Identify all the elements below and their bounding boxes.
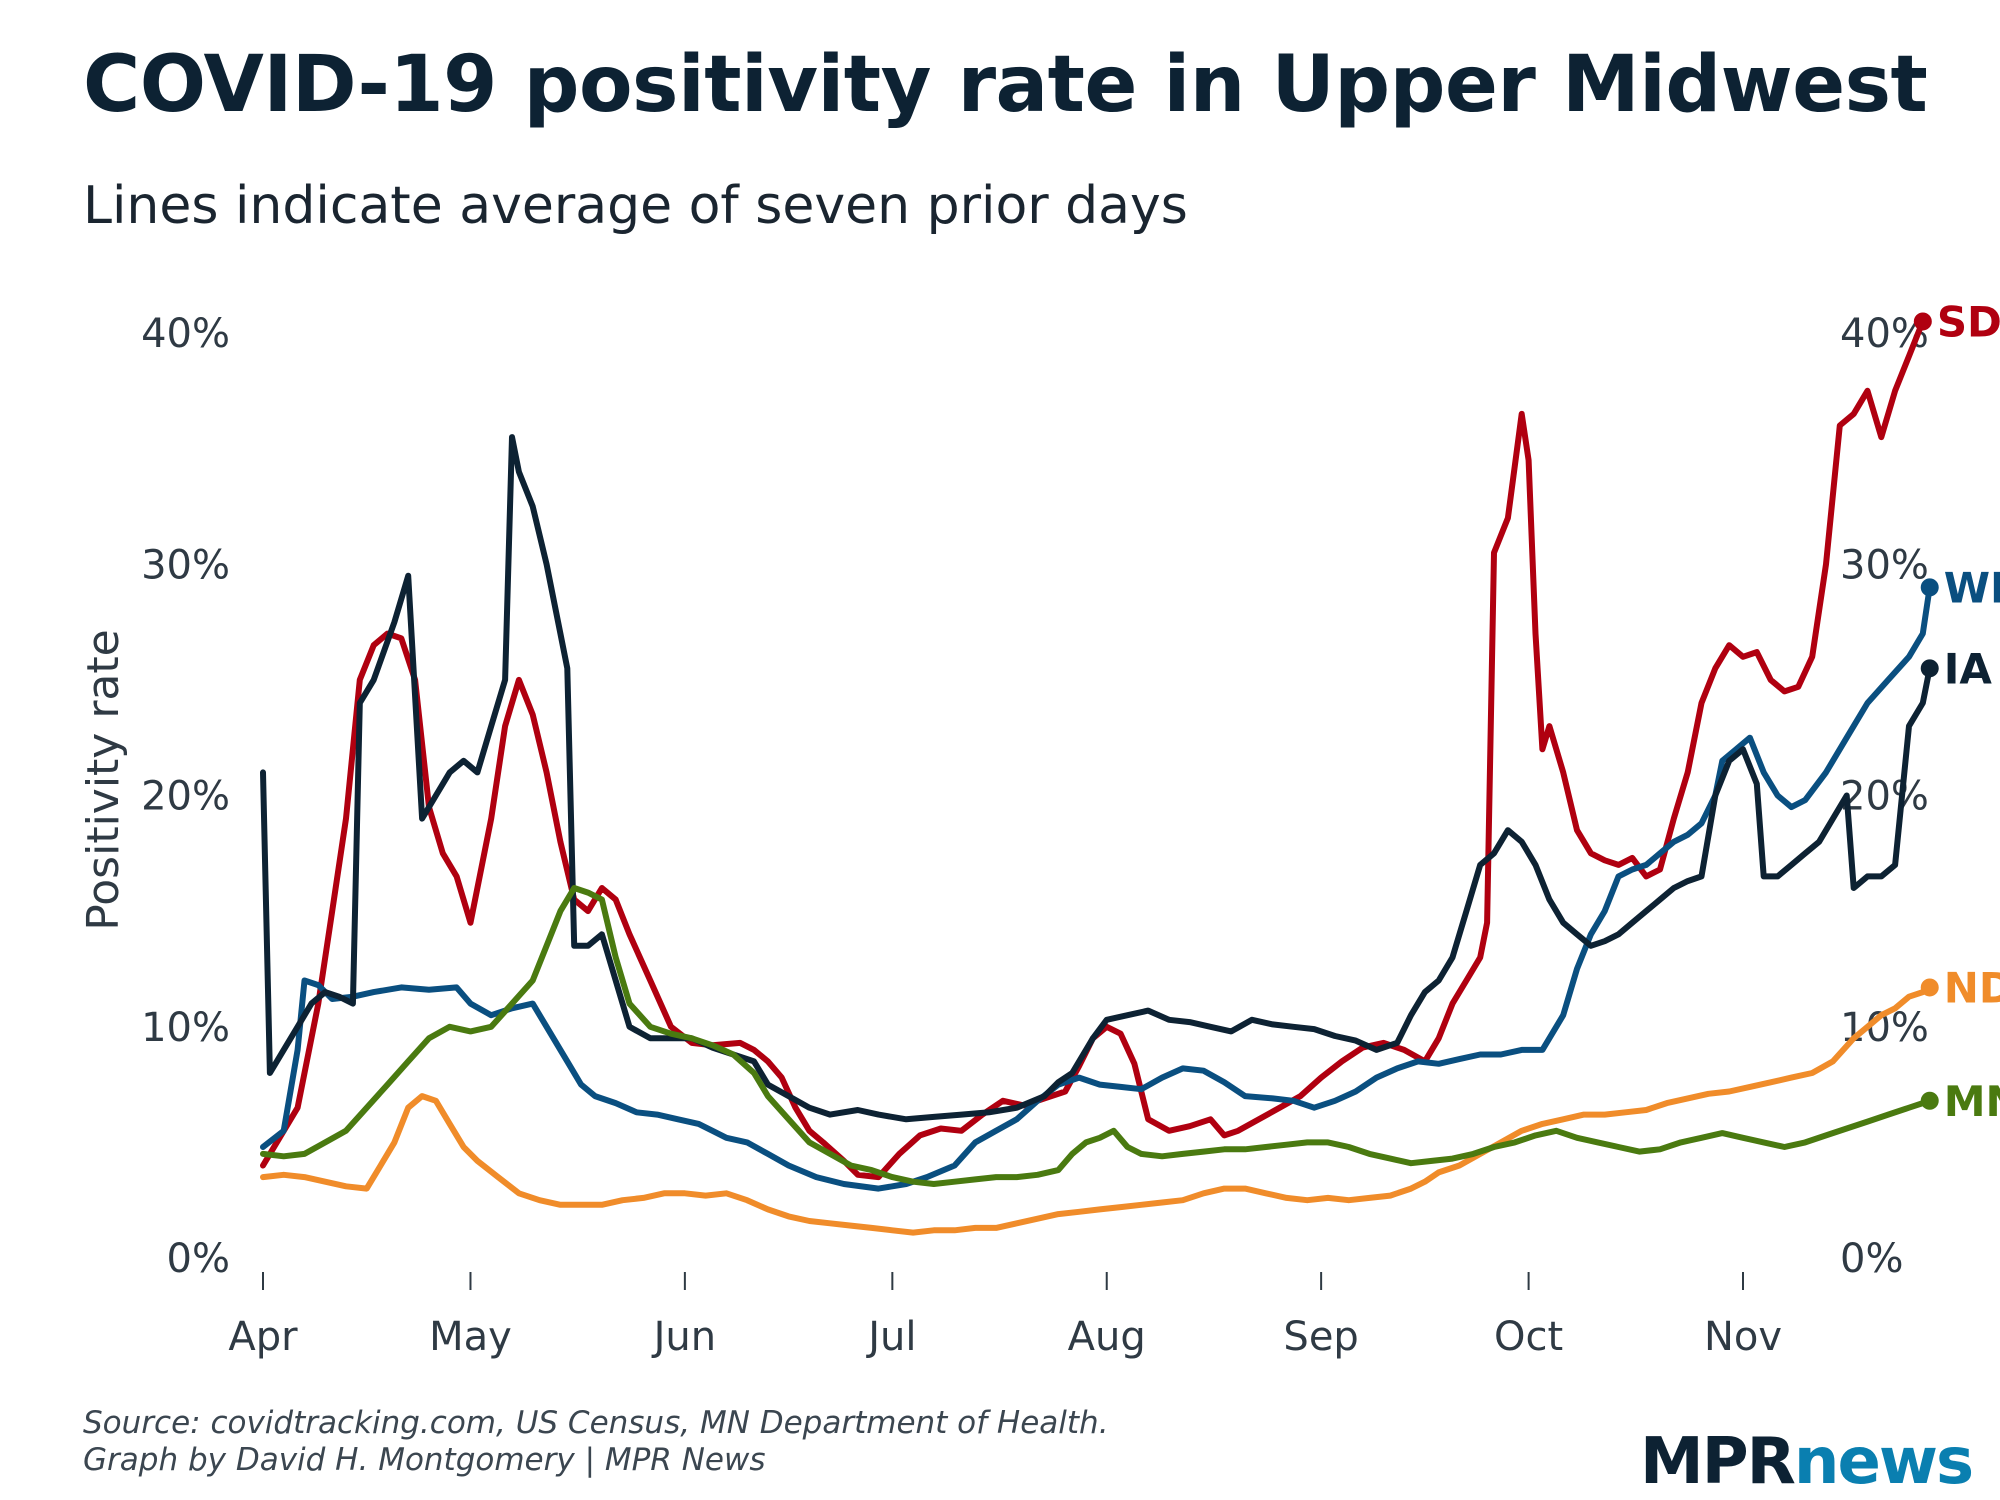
chart-subtitle: Lines indicate average of seven prior da…: [83, 176, 1188, 236]
x-tick-label: Sep: [1283, 1314, 1358, 1360]
logo-mpr: MPR: [1640, 1425, 1796, 1499]
y-tick-label-right: 0%: [1840, 1236, 1903, 1282]
mpr-news-logo: MPRnews: [1640, 1425, 1974, 1499]
series-line-wi: [260, 584, 1933, 1192]
x-tick-label: May: [429, 1314, 512, 1360]
series-line-nd: [260, 984, 1933, 1236]
chart-title: COVID-19 positivity rate in Upper Midwes…: [83, 40, 1928, 130]
y-axis-left: 0% 10% 20% 30% 40%: [141, 311, 230, 1282]
source-line-1: Source: covidtracking.com, US Census, MN…: [83, 1405, 1109, 1441]
series-label-sd: SD: [1937, 297, 2000, 346]
end-point-mn: [1920, 1091, 1939, 1110]
y-tick-label-left: 30%: [141, 542, 230, 588]
y-axis-label: Positivity rate: [78, 629, 129, 930]
x-axis: Apr May Jun Jul Aug Sep Oct Nov: [228, 1272, 1782, 1360]
y-tick-label-left: 10%: [141, 1005, 230, 1051]
series-line-mn: [260, 885, 1933, 1187]
end-point-nd: [1920, 978, 1939, 997]
y-tick-label-right: 20%: [1840, 774, 1929, 820]
source-note: Source: covidtracking.com, US Census, MN…: [83, 1405, 1109, 1479]
series-label-ia: IA: [1944, 644, 1993, 693]
x-tick-label: Jun: [651, 1314, 717, 1360]
x-tick-label: Nov: [1704, 1314, 1782, 1360]
series-label-nd: ND: [1944, 963, 2000, 1012]
x-tick-label: Apr: [228, 1314, 298, 1360]
y-tick-label-right: 30%: [1840, 542, 1929, 588]
series-label-mn: MN: [1944, 1077, 2000, 1126]
end-point-ia: [1920, 659, 1939, 678]
series-layer: [260, 318, 1933, 1236]
logo-news: news: [1793, 1425, 1974, 1499]
y-tick-label-left: 0%: [167, 1236, 230, 1282]
x-tick-label: Jul: [865, 1314, 916, 1360]
end-point-sd: [1913, 312, 1932, 331]
end-point-wi: [1920, 578, 1939, 597]
end-label-layer: SD WI IA ND MN: [1913, 297, 2000, 1126]
source-line-2: Graph by David H. Montgomery | MPR News: [83, 1442, 766, 1478]
x-tick-label: Oct: [1494, 1314, 1563, 1360]
y-tick-label-left: 40%: [141, 311, 230, 357]
series-line-ia: [260, 434, 1933, 1123]
series-label-wi: WI: [1944, 563, 2000, 612]
y-tick-label-left: 20%: [141, 774, 230, 820]
x-tick-label: Aug: [1068, 1314, 1146, 1360]
y-axis-right: 0%10%20%30%40%: [1840, 311, 1929, 1282]
